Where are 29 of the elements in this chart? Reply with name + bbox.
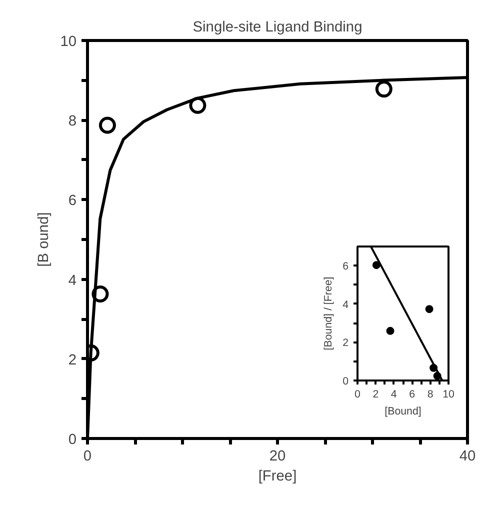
y-tick-label: 6: [342, 260, 349, 273]
x-tick-label: 4: [390, 388, 397, 400]
x-tick-label: 20: [269, 448, 286, 464]
y-tick-label: 4: [342, 298, 349, 311]
x-tick-label: 40: [459, 448, 476, 464]
y-axis-title: [Bound] / [Free]: [322, 276, 335, 350]
x-axis-title: [Bound]: [384, 406, 422, 418]
y-tick-label: 8: [68, 114, 77, 130]
y-tick-label: 2: [342, 337, 349, 350]
point: [372, 261, 380, 270]
chart-title: Single-site Ligand Binding: [192, 20, 362, 36]
x-tick-label: 6: [409, 388, 416, 400]
x-tick-label: 2: [372, 388, 379, 400]
x-axis-title: [Free]: [258, 468, 297, 484]
point: [425, 305, 434, 314]
point: [386, 326, 394, 335]
y-tick-label: 2: [68, 352, 77, 368]
y-axis-title: [B ound]: [36, 212, 52, 267]
y-tick-label: 10: [60, 34, 77, 50]
point: [375, 80, 392, 98]
x-tick-label: 10: [442, 388, 454, 400]
x-tick-label: 0: [83, 448, 92, 464]
y-tick-label: 4: [68, 272, 77, 289]
y-tick-label: 0: [68, 432, 77, 448]
point: [98, 116, 116, 134]
x-tick-label: 8: [427, 388, 434, 400]
y-tick-label: 0: [342, 376, 349, 388]
x-tick-label: 0: [354, 388, 361, 400]
y-tick-label: 6: [68, 193, 77, 210]
